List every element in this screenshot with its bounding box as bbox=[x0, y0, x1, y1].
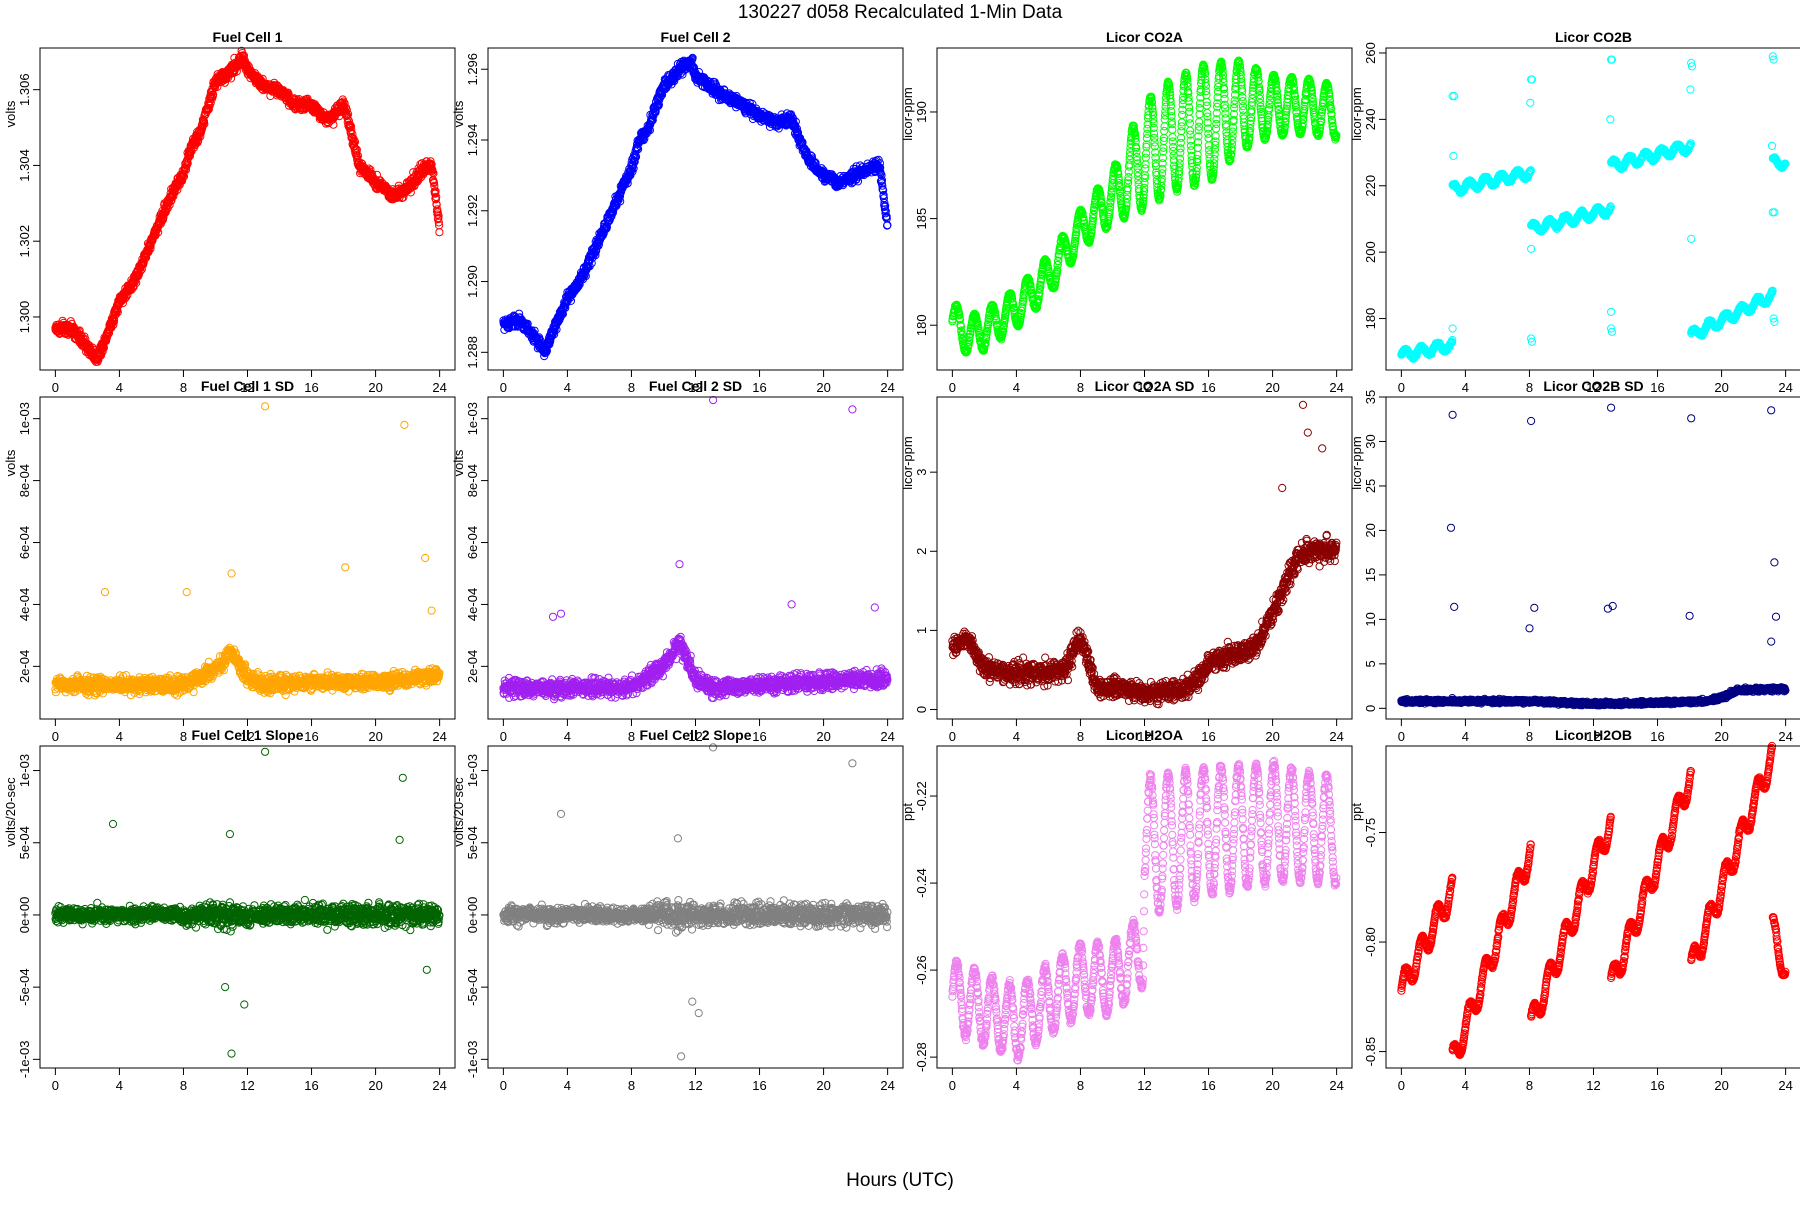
data-point bbox=[1142, 161, 1149, 168]
y-axis-label: volts bbox=[451, 100, 466, 127]
x-tick-label: 24 bbox=[432, 380, 446, 395]
data-points bbox=[500, 54, 891, 359]
x-tick-label: 24 bbox=[1329, 380, 1343, 395]
data-point bbox=[1169, 126, 1176, 133]
y-tick-label: 1.290 bbox=[465, 265, 480, 298]
data-point bbox=[1212, 132, 1219, 139]
data-point bbox=[330, 121, 337, 128]
y-tick-label: 1.288 bbox=[465, 336, 480, 369]
y-tick-label: 1.306 bbox=[17, 73, 32, 106]
data-points bbox=[1398, 53, 1789, 363]
x-tick-label: 4 bbox=[116, 380, 123, 395]
y-tick-label: 1.300 bbox=[17, 301, 32, 334]
x-tick-label: 24 bbox=[880, 380, 894, 395]
y-tick-label: 1.292 bbox=[465, 194, 480, 227]
data-point bbox=[1186, 108, 1193, 115]
y-tick-label: 1.296 bbox=[465, 53, 480, 86]
x-tick-label: 8 bbox=[628, 380, 635, 395]
x-tick-label: 4 bbox=[1013, 380, 1020, 395]
panel-title: Fuel Cell 2 bbox=[660, 29, 730, 45]
data-point bbox=[1161, 123, 1168, 130]
x-tick-label: 20 bbox=[1265, 380, 1279, 395]
x-tick-label: 8 bbox=[180, 380, 187, 395]
data-point bbox=[1196, 118, 1203, 125]
x-tick-label: 20 bbox=[816, 380, 830, 395]
data-point bbox=[1186, 120, 1193, 127]
x-tick-label: 16 bbox=[752, 380, 766, 395]
figure-title: 130227 d058 Recalculated 1-Min Data bbox=[0, 2, 1800, 24]
y-tick-label: 1.304 bbox=[17, 149, 32, 182]
x-tick-label: 16 bbox=[1201, 380, 1215, 395]
x-tick-label: 0 bbox=[949, 380, 956, 395]
x-tick-label: 8 bbox=[1077, 380, 1084, 395]
y-tick-label: 185 bbox=[914, 208, 929, 230]
plot-frame bbox=[488, 48, 903, 370]
data-point bbox=[436, 229, 443, 236]
x-tick-label: 0 bbox=[52, 380, 59, 395]
data-points bbox=[52, 47, 443, 365]
y-tick-label: 1.294 bbox=[465, 124, 480, 157]
y-axis-label: volts bbox=[3, 100, 18, 127]
data-points bbox=[949, 57, 1340, 356]
data-point bbox=[1205, 135, 1212, 142]
y-tick-label: 190 bbox=[914, 101, 929, 123]
plot-frame bbox=[40, 48, 455, 370]
panel-title: Licor CO2A bbox=[1106, 29, 1183, 45]
y-tick-label: 180 bbox=[914, 314, 929, 336]
panel-title: Fuel Cell 1 bbox=[212, 29, 282, 45]
x-tick-label: 20 bbox=[368, 380, 382, 395]
y-tick-label: 1.302 bbox=[17, 225, 32, 258]
x-tick-label: 4 bbox=[564, 380, 571, 395]
x-tick-label: 0 bbox=[500, 380, 507, 395]
x-tick-label: 16 bbox=[304, 380, 318, 395]
y-axis-label: licor-ppm bbox=[900, 87, 915, 140]
